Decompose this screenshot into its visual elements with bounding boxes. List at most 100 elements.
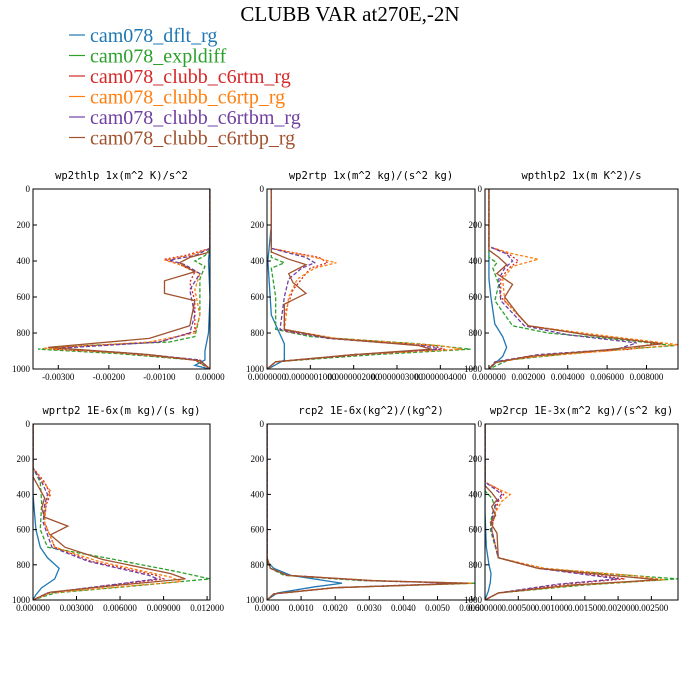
series-line-6 (488, 189, 663, 369)
x-tick-label: 0.002000 (601, 603, 635, 613)
legend-label: cam078_clubb_c6rtp_rg (90, 87, 285, 109)
x-tick-label: -0.00200 (93, 372, 126, 382)
panel-title: wprtp2 1E-6x(m kg)/(s kg) (42, 405, 200, 417)
x-tick-label: 0.006000 (590, 372, 624, 382)
y-tick-label: 200 (17, 454, 31, 464)
series-line-6 (48, 189, 210, 369)
series-line-1 (488, 189, 508, 369)
series-line-1 (33, 424, 60, 600)
series-line-3 (485, 424, 625, 600)
series-line-3 (267, 189, 445, 369)
legend-item: cam078_expldiff (69, 46, 227, 68)
panel-2: wp2rtp 1x(m^2 kg)/(s^2 kg) 0 200 400 600 800 1… (246, 170, 476, 382)
x-tick-label: 0.001500 (568, 603, 602, 613)
plot-frame (32, 423, 211, 601)
y-tick-label: 400 (251, 256, 265, 266)
y-tick-label: 400 (469, 489, 483, 499)
y-tick-label: 200 (251, 220, 265, 230)
x-tick-label: 0.0000002000 (328, 372, 380, 382)
series-line-5 (267, 424, 462, 600)
x-tick-label: 0.009000 (147, 603, 181, 613)
x-tick-label: 0.006000 (103, 603, 137, 613)
panels: wp2thlp 1x(m^2 K)/s^2 0 200 400 600 800 1000 -0… (12, 170, 679, 613)
legend: cam078_dflt_rgcam078_expldiffcam078_club… (69, 25, 301, 150)
y-tick-label: 200 (469, 454, 483, 464)
y-tick-label: 400 (17, 256, 31, 266)
series-line-2 (38, 189, 210, 369)
series-line-3 (53, 189, 210, 369)
plot-frame (484, 423, 679, 601)
x-tick-label: 0.00000 (195, 372, 225, 382)
plot-frame (484, 188, 679, 370)
legend-label: cam078_clubb_c6rtbm_rg (90, 107, 301, 129)
panel-title: rcp2 1E-6x(kg^2)/(kg^2) (298, 405, 443, 417)
x-tick-label: -0.00100 (143, 372, 176, 382)
series-line-1 (485, 424, 492, 600)
x-tick-label: 0.001000 (535, 603, 569, 613)
plot-frame (266, 423, 476, 601)
panel-1: wp2thlp 1x(m^2 K)/s^2 0 200 400 600 800 1000 -0… (12, 170, 225, 382)
y-tick-label: 800 (469, 328, 483, 338)
x-tick-label: 0.012000 (190, 603, 224, 613)
series-line-5 (33, 424, 161, 600)
y-tick-label: 800 (251, 560, 265, 570)
y-tick-label: 600 (469, 292, 483, 302)
y-tick-label: 1000 (246, 364, 265, 374)
x-tick-label: 0.0000000 (248, 372, 287, 382)
y-tick-label: 0 (478, 184, 483, 194)
series-line-2 (33, 424, 210, 600)
figure-title: CLUBB VAR at270E,-2N (240, 2, 459, 26)
y-tick-label: 0 (260, 419, 265, 429)
y-tick-label: 200 (17, 220, 31, 230)
series-line-6 (267, 424, 469, 600)
y-tick-label: 0 (478, 419, 483, 429)
x-tick-label: 0.008000 (630, 372, 664, 382)
x-tick-label: 0.000000 (16, 603, 50, 613)
x-tick-label: 0.000000 (468, 603, 502, 613)
series-line-4 (267, 189, 463, 369)
series-line-1 (267, 189, 285, 369)
panel-6: wp2rcp 1E-3x(m^2 kg)/(s^2 kg) 0 200 400 600 8… (464, 405, 679, 613)
legend-item: cam078_clubb_c6rtm_rg (69, 66, 291, 88)
legend-label: cam078_expldiff (90, 46, 227, 68)
y-tick-label: 1000 (12, 364, 31, 374)
x-tick-label: 0.0000001000 (284, 372, 336, 382)
x-tick-label: -0.00300 (42, 372, 75, 382)
legend-item: cam078_clubb_c6rtbp_rg (69, 128, 295, 150)
series-line-5 (267, 189, 441, 369)
y-tick-label: 200 (469, 220, 483, 230)
series-line-5 (488, 189, 637, 369)
x-tick-label: 0.004000 (551, 372, 585, 382)
x-tick-label: 0.0030 (357, 603, 382, 613)
y-tick-label: 0 (260, 184, 265, 194)
series-line-6 (485, 424, 659, 600)
series-line-3 (488, 189, 657, 369)
panel-title: wpthlp2 1x(m K^2)/s (521, 170, 641, 182)
y-tick-label: 400 (469, 256, 483, 266)
series-line-6 (267, 189, 432, 369)
y-tick-label: 800 (17, 560, 31, 570)
series-line-4 (43, 189, 210, 369)
y-tick-label: 600 (251, 525, 265, 535)
y-tick-label: 1000 (464, 595, 483, 605)
x-tick-label: 0.002500 (635, 603, 669, 613)
panel-title: wp2rtp 1x(m^2 kg)/(s^2 kg) (289, 170, 453, 182)
plot-frame (32, 188, 211, 370)
x-tick-label: 0.0050 (425, 603, 450, 613)
panel-3: wpthlp2 1x(m K^2)/s020040060080010000.00… (464, 170, 679, 382)
y-tick-label: 1000 (464, 364, 483, 374)
legend-label: cam078_dflt_rg (90, 25, 217, 47)
x-tick-label: 0.0020 (323, 603, 348, 613)
x-tick-label: 0.003000 (60, 603, 94, 613)
legend-item: cam078_dflt_rg (69, 25, 217, 47)
y-tick-label: 800 (251, 328, 265, 338)
y-tick-label: 600 (251, 292, 265, 302)
legend-item: cam078_clubb_c6rtp_rg (69, 87, 285, 109)
x-tick-label: 0.0060 (459, 603, 484, 613)
y-tick-label: 600 (17, 525, 31, 535)
x-tick-label: 0.000000 (472, 372, 506, 382)
series-line-4 (33, 424, 182, 600)
series-line-1 (267, 424, 343, 600)
panel-5: rcp2 1E-6x(kg^2)/(kg^2) 0 200 400 600 800 1000… (246, 405, 484, 613)
